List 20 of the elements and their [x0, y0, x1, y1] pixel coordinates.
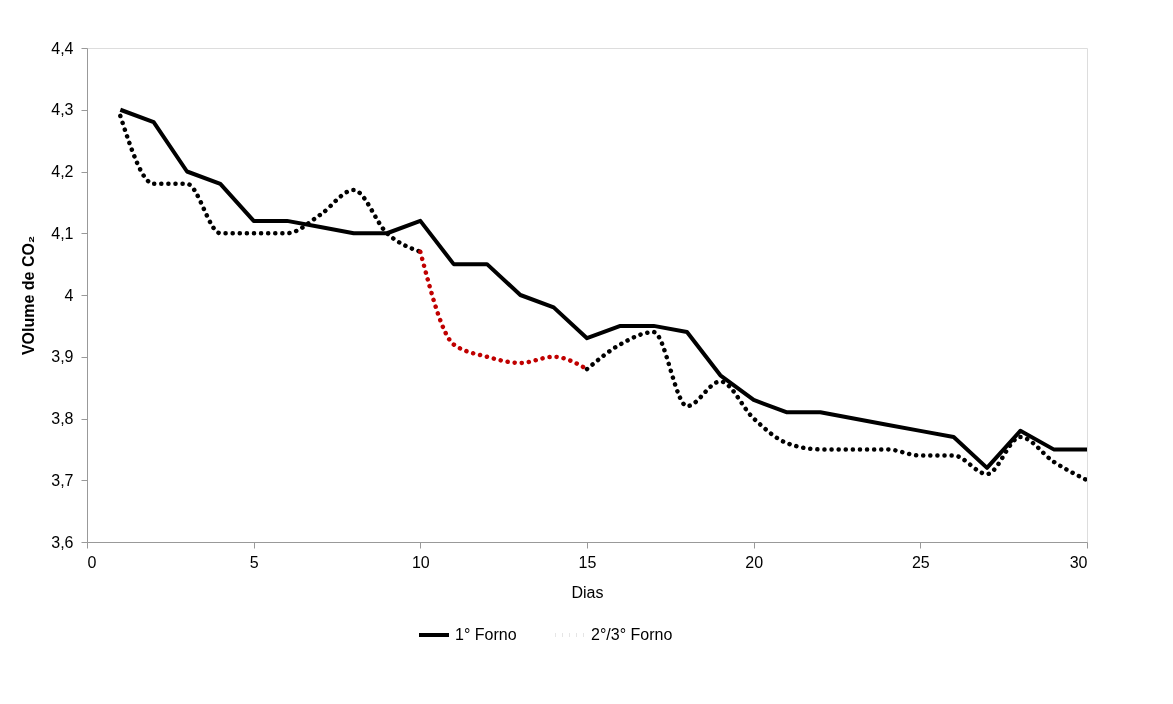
y-tick-label: 4,2 [51, 163, 74, 180]
y-tick-label: 4,1 [51, 224, 74, 242]
y-tick-label: 3,6 [51, 533, 74, 551]
x-tick-label: 5 [249, 553, 259, 571]
y-tick-label: 4 [64, 286, 74, 304]
legend-label: 1° Forno [455, 626, 517, 643]
legend-label: 2°/3° Forno [591, 626, 673, 643]
x-tick-label: 25 [911, 553, 930, 571]
x-tick-label: 10 [411, 553, 430, 571]
y-tick-label: 3,9 [51, 348, 74, 366]
y-tick-label: 4,4 [51, 39, 74, 57]
y-tick-label: 3,8 [51, 410, 74, 427]
y-axis-title: VOlume de CO₂ [20, 235, 38, 356]
y-tick-label: 3,7 [51, 471, 74, 489]
y-tick-label: 4,3 [51, 101, 74, 119]
x-tick-label: 30 [1069, 553, 1088, 571]
x-axis-title: Dias [571, 583, 604, 601]
x-tick-label: 15 [578, 553, 597, 571]
x-tick-label: 20 [745, 553, 764, 571]
x-tick-label: 0 [87, 553, 97, 571]
